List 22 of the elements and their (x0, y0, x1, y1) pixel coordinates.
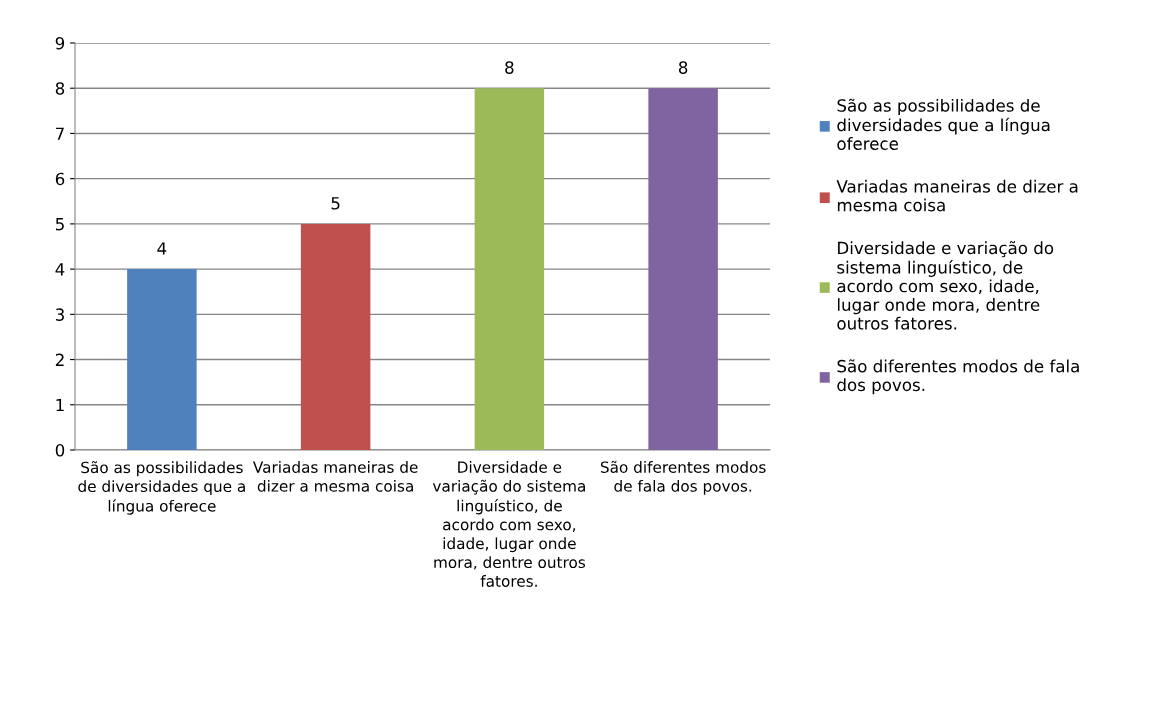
data-label: 8 (505, 61, 514, 74)
legend-label: Diversidade e variação do sistema linguístico, de acordo com sexo, idade, lugar onde mora, dentre outros fatores. (837, 241, 1054, 330)
y-tick-label: 9 (55, 36, 65, 50)
y-tick-label: 6 (55, 172, 65, 186)
data-label: 4 (157, 242, 167, 255)
y-tick-label: 5 (55, 218, 64, 231)
data-label: 8 (678, 61, 688, 74)
y-tick-label: 1 (56, 398, 64, 412)
legend-label: São as possibilidades de diversidades que a língua oferece (837, 98, 1050, 150)
y-tick-label: 3 (55, 308, 64, 321)
y-tick-label: 0 (55, 443, 65, 457)
x-tick-label: São as possibilidades de diversidades que a língua oferece (78, 461, 245, 515)
x-tick-label: São diferentes modos de fala dos povos. (600, 460, 766, 495)
x-tick-label: Diversidade e variação do sistema linguístico, de acordo com sexo, idade, lugar onde mora, dentre outros fatores. (432, 461, 586, 587)
legend-label: São diferentes modos de fala dos povos. (837, 359, 1079, 395)
y-tick-label: 2 (55, 353, 64, 366)
legend-label: Variadas maneiras de dizer a mesma coisa (836, 179, 1078, 212)
y-tick-label: 4 (55, 263, 65, 276)
y-tick-label: 7 (56, 127, 64, 140)
data-label: 5 (331, 197, 340, 210)
x-tick-label: Variadas maneiras de dizer a mesma coisa (252, 461, 418, 492)
y-tick-label: 8 (55, 82, 65, 95)
